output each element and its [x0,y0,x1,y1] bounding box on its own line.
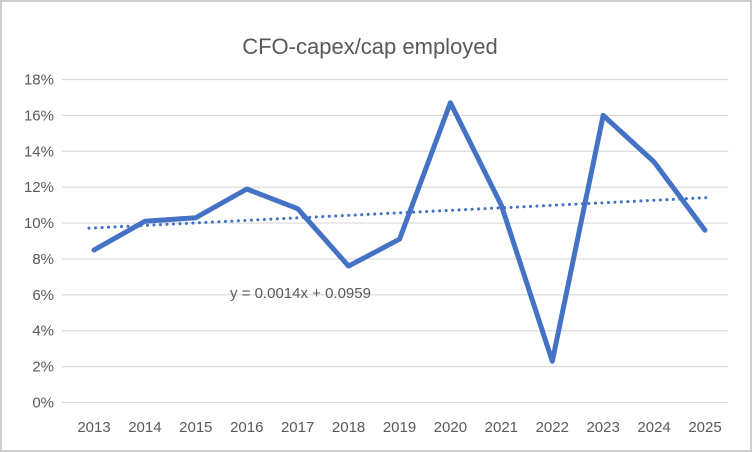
x-axis-tick-label: 2014 [128,419,161,436]
x-axis-tick-label: 2017 [281,419,314,436]
y-axis-tick-label: 12% [24,179,54,196]
y-axis-tick-label: 8% [32,251,54,268]
x-axis-tick-label: 2025 [688,419,721,436]
y-axis-tick-label: 6% [32,287,54,304]
x-axis-tick-label: 2022 [536,419,569,436]
trendline-equation-label: y = 0.0014x + 0.0959 [230,285,371,302]
y-axis-tick-label: 18% [24,72,54,89]
x-axis-tick-label: 2016 [230,419,263,436]
y-axis-tick-label: 10% [24,215,54,232]
x-axis-tick-label: 2020 [434,419,467,436]
trendline-dotted [87,195,714,230]
x-axis-tick-label: 2015 [179,419,212,436]
x-axis-tick-label: 2023 [586,419,619,436]
chart-title: CFO-capex/cap employed [242,34,498,59]
y-axis-tick-label: 14% [24,143,54,160]
data-series-line [91,100,708,364]
x-axis-tick-label: 2019 [383,419,416,436]
x-axis-tick-label: 2013 [77,419,110,436]
x-axis-tick-label: 2024 [637,419,670,436]
y-axis-tick-label: 0% [32,395,54,412]
y-axis-tick-label: 2% [32,359,54,376]
y-axis-tick-label: 4% [32,323,54,340]
y-axis-tick-label: 16% [24,107,54,124]
x-axis-tick-label: 2021 [485,419,518,436]
x-axis-tick-label: 2018 [332,419,365,436]
